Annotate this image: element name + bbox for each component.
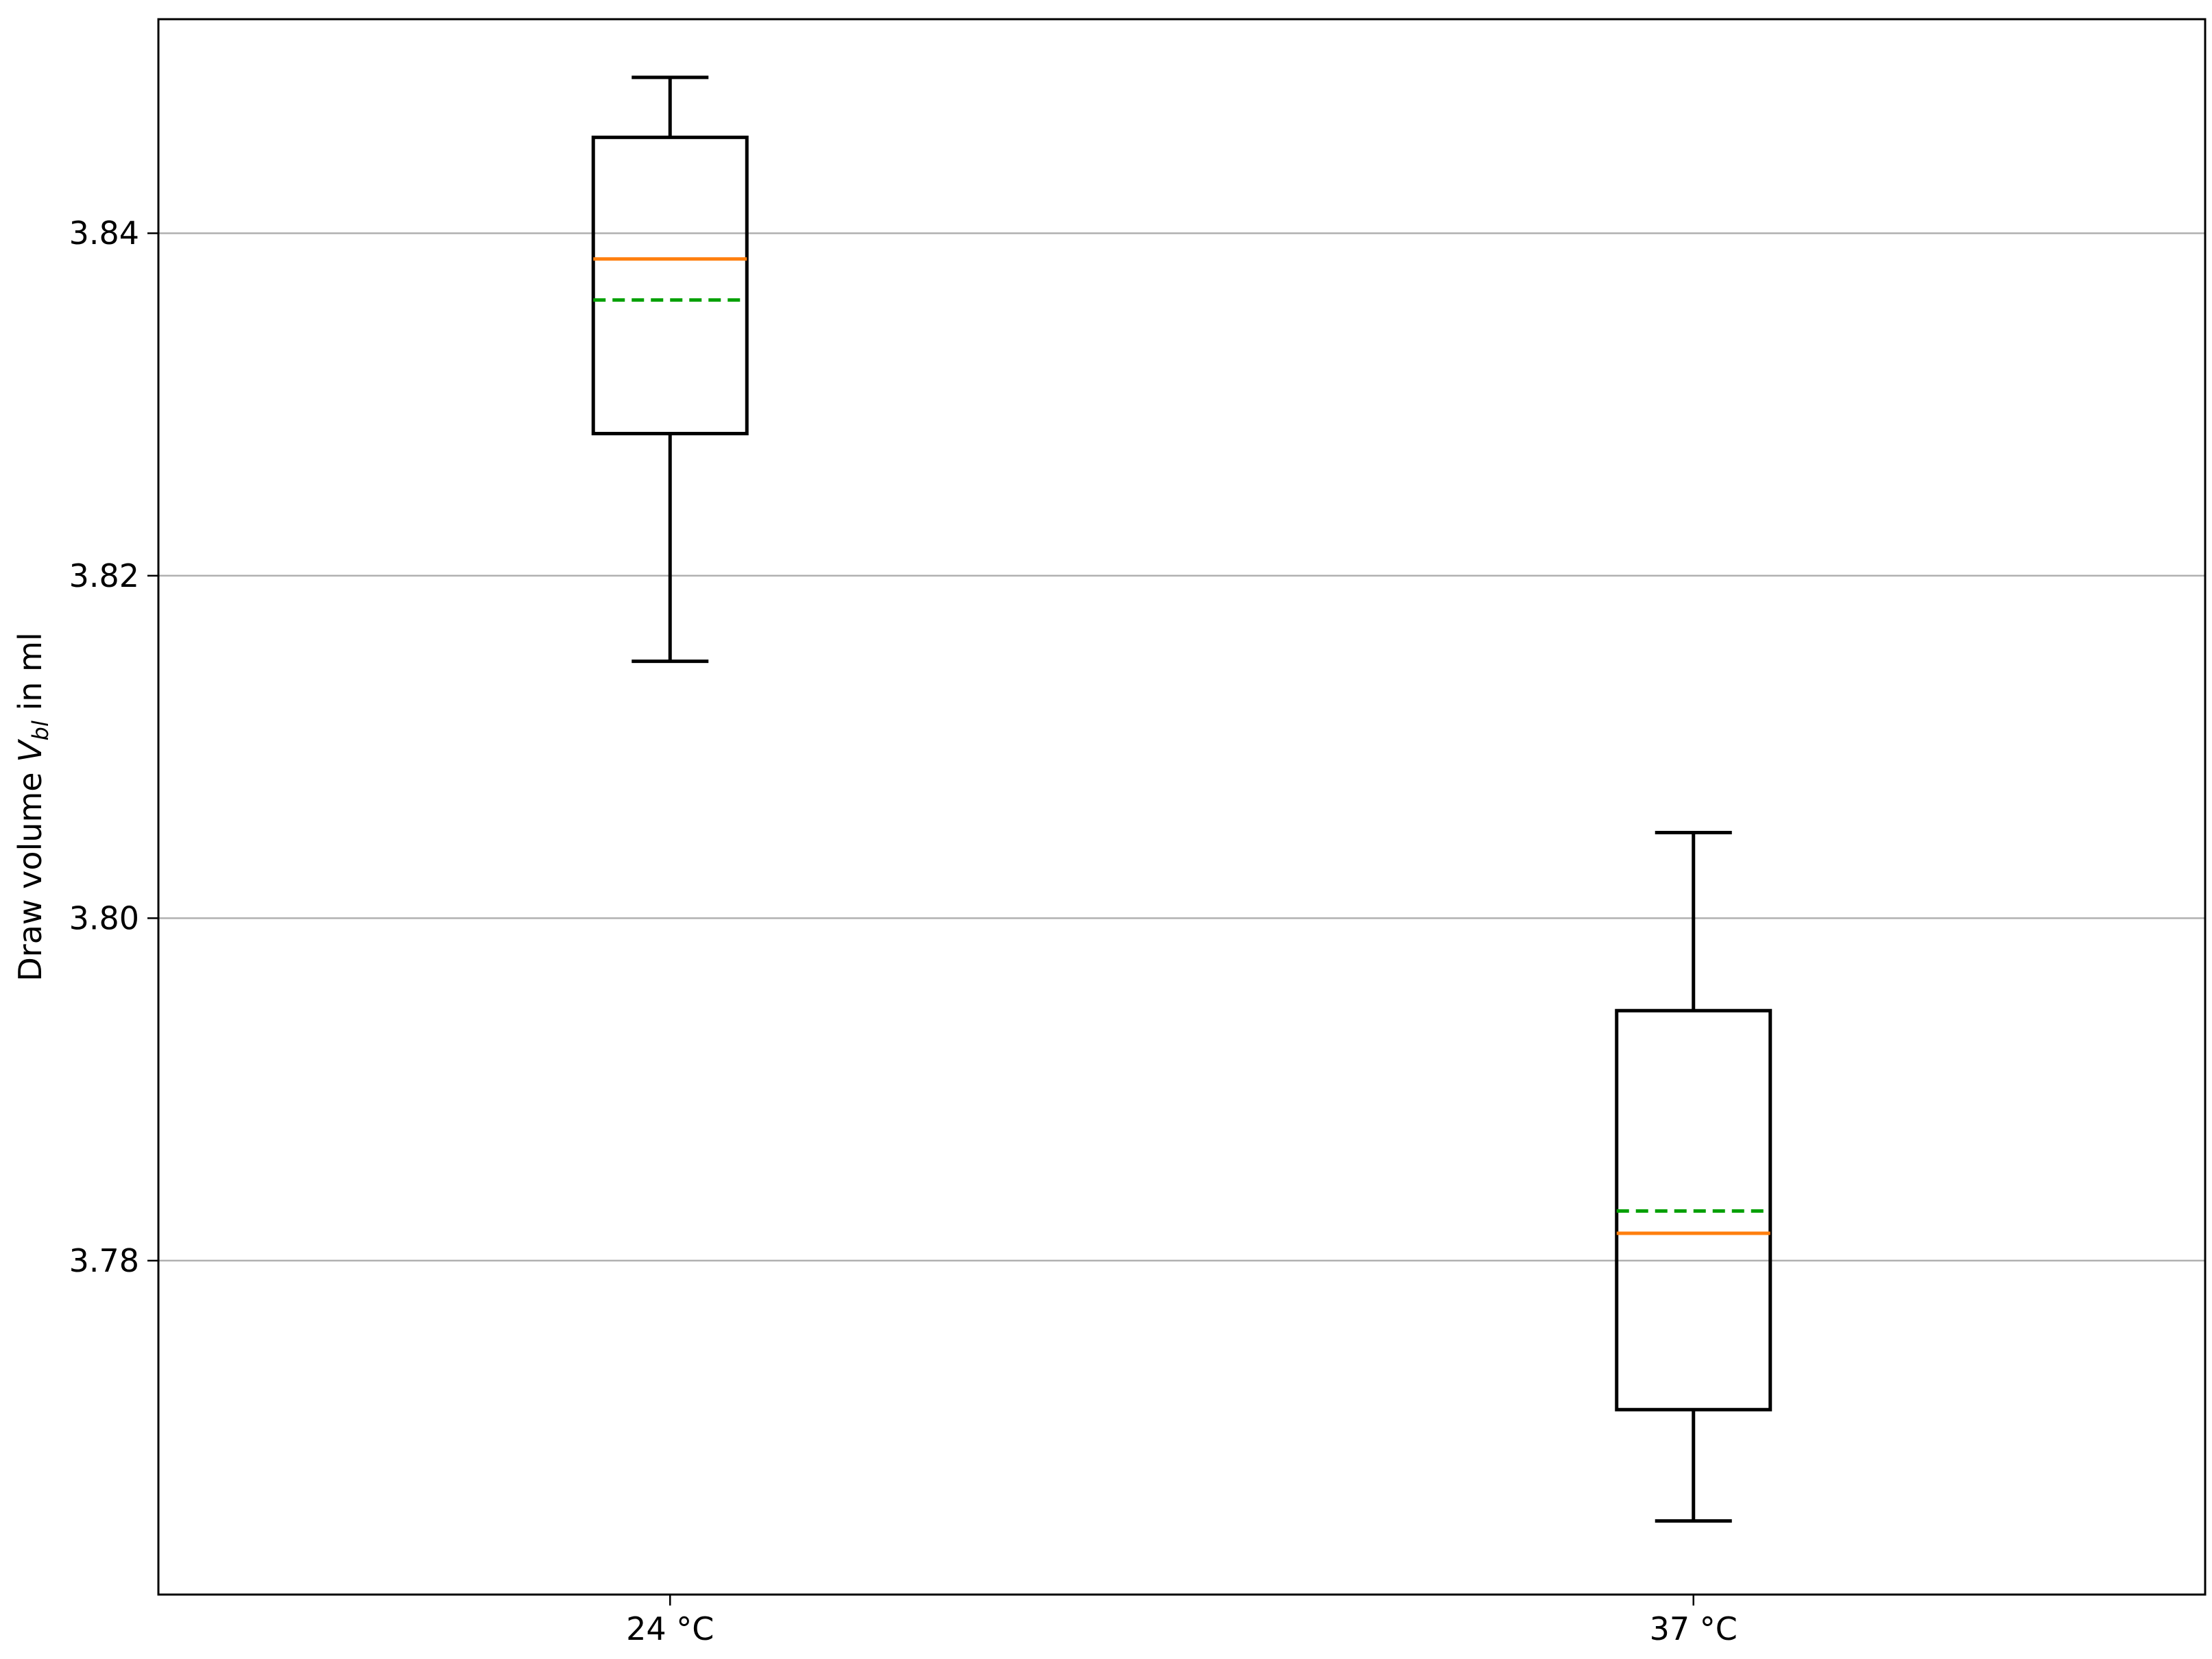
y-axis-label-prefix: Draw volume xyxy=(12,762,49,982)
x-tick-label-0: 24 °C xyxy=(626,1610,714,1647)
y-axis-label: Draw volume Vbl in ml xyxy=(12,632,53,981)
y-tick-label-2: 3.82 xyxy=(69,557,139,594)
x-axis: 24 °C 37 °C xyxy=(626,1595,1738,1647)
y-tick-label-1: 3.80 xyxy=(69,899,139,936)
x-tick-label-1: 37 °C xyxy=(1650,1610,1738,1647)
y-axis-label-symbol: V xyxy=(12,738,49,762)
box-1 xyxy=(1615,830,1772,1523)
y-axis-label-suffix: in ml xyxy=(12,632,49,720)
box-series xyxy=(591,75,1772,1523)
box-0 xyxy=(591,75,749,664)
plot-frame xyxy=(157,18,2207,1596)
y-tick-label-0: 3.78 xyxy=(69,1242,139,1279)
y-axis-label-subscript: bl xyxy=(27,720,53,740)
y-axis: 3.78 3.80 3.82 3.84 xyxy=(69,215,158,1279)
box-iqr xyxy=(591,135,749,435)
y-tick-label-3: 3.84 xyxy=(69,215,139,252)
grid-lines xyxy=(158,232,2205,1262)
